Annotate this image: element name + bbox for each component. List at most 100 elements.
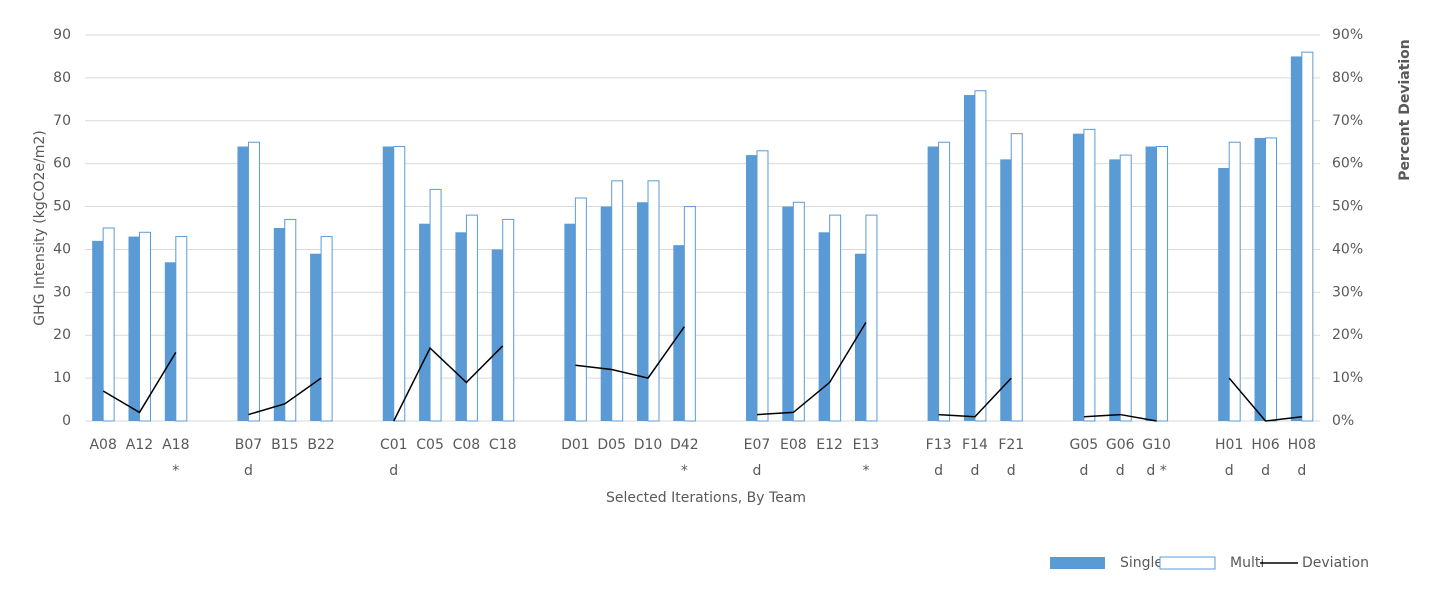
bar (1156, 146, 1169, 422)
bar (92, 240, 104, 421)
bar (102, 227, 115, 422)
x-tick-label: A12 (126, 437, 153, 453)
x-tick-label: A08 (89, 437, 116, 453)
bar (600, 206, 612, 421)
bar (974, 90, 987, 422)
y2-tick-label: 0% (1332, 413, 1354, 429)
y2-tick-label: 70% (1332, 113, 1363, 129)
bar (1109, 159, 1121, 421)
bar (673, 245, 685, 421)
bar (1265, 137, 1278, 422)
bar (927, 146, 939, 421)
legend-label: Multi (1230, 555, 1264, 571)
bar (429, 188, 442, 422)
x-tick-label: D01 (561, 437, 590, 453)
bar (1000, 159, 1012, 421)
bar (164, 262, 176, 421)
y2-tick-label: 40% (1332, 241, 1363, 257)
legend-swatch (1050, 557, 1105, 569)
y2-tick-label: 50% (1332, 199, 1363, 215)
y-tick-label: 50 (53, 199, 71, 215)
y2-tick-label: 20% (1332, 327, 1363, 343)
y-tick-label: 70 (53, 113, 71, 129)
y-tick-label: 90 (53, 27, 71, 43)
x-tick-label: B22 (307, 437, 334, 453)
y-tick-label: 60 (53, 156, 71, 172)
x-axis-title: Selected Iterations, By Team (606, 490, 806, 506)
bar (1228, 141, 1241, 422)
bar (792, 201, 805, 422)
bar (1072, 133, 1084, 421)
x-tick-label: C05 (416, 437, 444, 453)
bar (284, 218, 297, 422)
y2-tick-label: 60% (1332, 156, 1363, 172)
bar (1301, 51, 1314, 422)
bar (247, 141, 260, 422)
x-tick-label: F14 d (962, 437, 988, 479)
bar (683, 206, 696, 422)
x-tick-label: B15 (271, 437, 298, 453)
x-tick-label: B07 d (235, 437, 262, 479)
bar (382, 146, 394, 421)
bar (1119, 154, 1132, 422)
bar (502, 218, 515, 422)
bar (829, 214, 842, 422)
x-tick-label: H01 d (1215, 437, 1243, 479)
x-tick-label: C01 d (380, 437, 408, 479)
legend-label: Single (1120, 555, 1163, 571)
bar (963, 95, 975, 422)
y2-tick-label: 80% (1332, 70, 1363, 86)
bar (1010, 133, 1023, 422)
bar (637, 202, 649, 421)
bar (782, 206, 794, 421)
bar (310, 253, 322, 421)
x-tick-label: D10 (634, 437, 663, 453)
x-tick-label: E13 * (853, 437, 880, 479)
bar (574, 197, 587, 422)
bar (818, 232, 830, 421)
x-tick-label: E12 (816, 437, 843, 453)
legend-label: Deviation (1302, 555, 1369, 571)
x-tick-label: G05 d (1070, 437, 1099, 479)
y-tick-label: 20 (53, 327, 71, 343)
x-tick-label: G10 d * (1142, 437, 1171, 479)
y2-tick-label: 90% (1332, 27, 1363, 43)
bar (745, 155, 757, 422)
x-tick-label: A18 * (162, 437, 189, 479)
y-tick-label: 80 (53, 70, 71, 86)
bar (273, 228, 285, 421)
y2-tick-label: 30% (1332, 284, 1363, 300)
bar (455, 232, 467, 421)
bar (491, 249, 503, 421)
x-tick-label: F21 d (998, 437, 1024, 479)
bar (1218, 167, 1230, 421)
x-tick-label: C18 (489, 437, 517, 453)
deviation-line (102, 321, 1302, 422)
bar (865, 214, 878, 422)
y-tick-label: 0 (62, 413, 71, 429)
bar (465, 214, 478, 422)
bar (1083, 128, 1096, 422)
legend-swatch (1159, 556, 1216, 570)
x-tick-label: D05 (597, 437, 626, 453)
bar (1254, 137, 1266, 421)
bar (564, 223, 576, 421)
bar (756, 150, 769, 422)
x-tick-label: E08 (780, 437, 807, 453)
y2-tick-label: 10% (1332, 370, 1363, 386)
bar (938, 141, 951, 422)
bar (393, 146, 406, 422)
bar (647, 180, 660, 422)
y-tick-label: 40 (53, 241, 71, 257)
bar (611, 180, 624, 422)
y-tick-label: 30 (53, 284, 71, 300)
x-tick-label: F13 d (926, 437, 952, 479)
y-tick-label: 10 (53, 370, 71, 386)
y-axis-title: GHG Intensity (kgCO2e/m2) (32, 130, 48, 326)
bar (419, 223, 431, 421)
x-tick-label: H08 d (1288, 437, 1316, 479)
bar (1145, 146, 1157, 421)
x-tick-label: C08 (453, 437, 481, 453)
x-tick-label: D42 * (670, 437, 699, 479)
